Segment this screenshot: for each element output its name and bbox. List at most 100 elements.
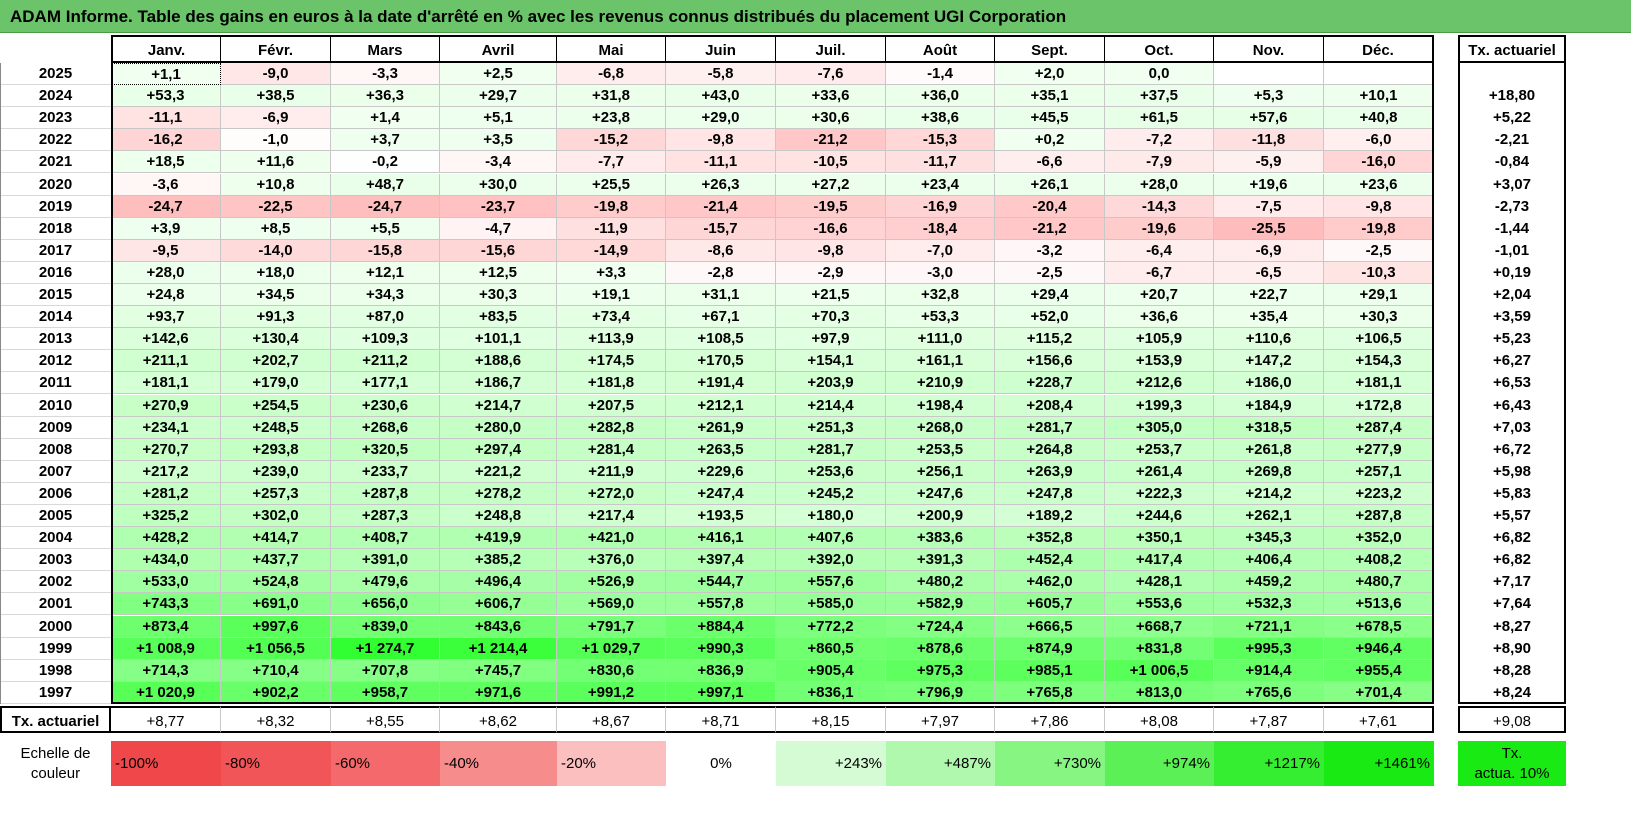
table-cell: +179,0 xyxy=(221,372,331,395)
year-label: 2004 xyxy=(0,527,111,550)
rate-cell: +6,27 xyxy=(1458,350,1566,373)
table-cell: -6,7 xyxy=(1105,261,1214,284)
year-label: 2015 xyxy=(0,284,111,307)
table-cell: +391,3 xyxy=(886,549,995,572)
table-cell: +142,6 xyxy=(111,328,221,351)
table-cell: +350,1 xyxy=(1105,527,1214,550)
table-cell: +25,5 xyxy=(557,173,666,196)
scale-label-line1: Echelle de xyxy=(20,745,91,762)
table-cell: +532,3 xyxy=(1214,593,1324,616)
table-cell: +320,5 xyxy=(331,438,440,461)
footer-cell: +8,67 xyxy=(557,706,666,733)
table-cell: +8,5 xyxy=(221,217,331,240)
table-cell: +480,7 xyxy=(1324,571,1434,594)
table-cell: +181,1 xyxy=(1324,372,1434,395)
table-cell: +995,3 xyxy=(1214,637,1324,660)
table-cell: +34,5 xyxy=(221,284,331,307)
table-cell: +147,2 xyxy=(1214,350,1324,373)
rate-cell: +7,64 xyxy=(1458,593,1566,616)
table-cell: -6,0 xyxy=(1324,129,1434,152)
table-cell: +28,0 xyxy=(111,261,221,284)
year-label: 2000 xyxy=(0,616,111,638)
table-cell: +23,6 xyxy=(1324,173,1434,196)
table-cell: +302,0 xyxy=(221,505,331,528)
table-cell: +45,5 xyxy=(995,107,1105,130)
table-cell: +105,9 xyxy=(1105,328,1214,351)
year-label: 2012 xyxy=(0,350,111,373)
table-cell: +154,1 xyxy=(776,350,886,373)
rate-legend-line2: actua. 10% xyxy=(1474,765,1550,782)
table-cell: -21,2 xyxy=(995,217,1105,240)
month-header: Nov. xyxy=(1214,35,1324,63)
table-cell: +582,9 xyxy=(886,593,995,616)
table-cell: -6,8 xyxy=(557,63,666,86)
table-cell: +11,6 xyxy=(221,151,331,174)
scale-swatch: -80% xyxy=(221,741,331,786)
table-cell: +281,7 xyxy=(995,416,1105,439)
table-cell: -16,0 xyxy=(1324,151,1434,174)
rate-cell xyxy=(1458,63,1566,86)
rate-cell: -2,73 xyxy=(1458,195,1566,218)
table-cell: +35,4 xyxy=(1214,306,1324,329)
table-cell: +210,9 xyxy=(886,372,995,395)
table-cell: -15,7 xyxy=(666,217,776,240)
table-cell: +325,2 xyxy=(111,505,221,528)
table-cell: +212,6 xyxy=(1105,372,1214,395)
table-cell: +2,5 xyxy=(440,63,557,86)
table-cell: -14,0 xyxy=(221,239,331,262)
table-cell: +268,0 xyxy=(886,416,995,439)
table-cell: +1 056,5 xyxy=(221,637,331,660)
table-cell: +878,6 xyxy=(886,637,995,660)
table-cell: +526,9 xyxy=(557,571,666,594)
month-header: Juin xyxy=(666,35,776,63)
table-cell: +434,0 xyxy=(111,549,221,572)
footer-cell: +7,86 xyxy=(995,706,1105,733)
table-cell: +997,1 xyxy=(666,681,776,704)
table-cell: +21,5 xyxy=(776,284,886,307)
table-cell: +971,6 xyxy=(440,681,557,704)
table-cell: +251,3 xyxy=(776,416,886,439)
table-cell: +211,1 xyxy=(111,350,221,373)
table-cell: +40,8 xyxy=(1324,107,1434,130)
table-cell: +796,9 xyxy=(886,681,995,704)
table-cell: +10,8 xyxy=(221,173,331,196)
table-cell: -24,7 xyxy=(111,195,221,218)
table-cell: +383,6 xyxy=(886,527,995,550)
table-cell: +130,4 xyxy=(221,328,331,351)
table-cell: +26,3 xyxy=(666,173,776,196)
table-cell: -11,7 xyxy=(886,151,995,174)
table-cell: +479,6 xyxy=(331,571,440,594)
table-cell: +23,4 xyxy=(886,173,995,196)
table-cell: +544,7 xyxy=(666,571,776,594)
table-cell: -2,5 xyxy=(995,261,1105,284)
year-label: 2005 xyxy=(0,505,111,528)
table-cell: +36,6 xyxy=(1105,306,1214,329)
table-cell: +263,5 xyxy=(666,438,776,461)
year-label: 2010 xyxy=(0,395,111,417)
table-cell: -15,3 xyxy=(886,129,995,152)
table-cell: +257,3 xyxy=(221,482,331,505)
table-cell: +101,1 xyxy=(440,328,557,351)
table-cell: +721,1 xyxy=(1214,615,1324,638)
table-cell: +318,5 xyxy=(1214,416,1324,439)
rate-cell: +2,04 xyxy=(1458,284,1566,307)
table-cell: +239,0 xyxy=(221,460,331,483)
year-label: 2003 xyxy=(0,549,111,572)
table-cell: +30,6 xyxy=(776,107,886,130)
rate-cell: +8,24 xyxy=(1458,681,1566,704)
table-cell: -19,8 xyxy=(557,195,666,218)
table-cell: +180,0 xyxy=(776,505,886,528)
table-cell: +106,5 xyxy=(1324,328,1434,351)
table-cell: -23,7 xyxy=(440,195,557,218)
table-cell: +230,6 xyxy=(331,394,440,417)
year-label: 2009 xyxy=(0,417,111,439)
table-cell: -14,3 xyxy=(1105,195,1214,218)
table-cell: +24,8 xyxy=(111,284,221,307)
table-cell: -1,4 xyxy=(886,63,995,86)
rate-cell: +0,19 xyxy=(1458,261,1566,284)
year-label: 2022 xyxy=(0,129,111,152)
table-cell: -3,2 xyxy=(995,239,1105,262)
table-cell: +414,7 xyxy=(221,527,331,550)
table-cell: +352,8 xyxy=(995,527,1105,550)
table-cell: +707,8 xyxy=(331,659,440,682)
